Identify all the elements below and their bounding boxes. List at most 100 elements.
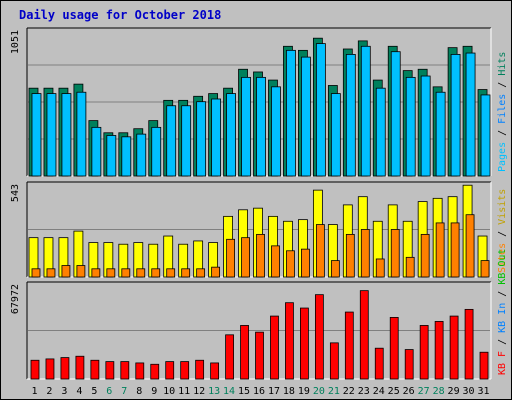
sites-bar bbox=[226, 238, 235, 278]
files-bar bbox=[360, 45, 371, 177]
kbytes-bar bbox=[75, 355, 85, 380]
files-bar bbox=[46, 93, 57, 177]
files-bar bbox=[61, 93, 72, 177]
files-bar bbox=[480, 94, 491, 177]
kbytes-bar bbox=[464, 308, 474, 380]
kbytes-bar bbox=[240, 325, 249, 380]
legend-separator: / bbox=[497, 225, 508, 243]
files-bar bbox=[121, 136, 132, 177]
files-bar bbox=[301, 56, 311, 177]
kbytes-bar bbox=[105, 361, 115, 380]
sites-bar bbox=[181, 268, 191, 278]
kbytes-bar bbox=[329, 342, 339, 380]
legend-separator: / bbox=[497, 124, 508, 142]
legend-files: Files bbox=[497, 94, 508, 124]
files-bar bbox=[286, 49, 296, 177]
sites-bar bbox=[211, 266, 221, 278]
sites-bar bbox=[375, 258, 385, 278]
files-bar bbox=[315, 43, 326, 177]
x-tick-label: 1 bbox=[31, 386, 37, 397]
x-tick-label: 8 bbox=[136, 386, 142, 397]
kbytes-bar bbox=[210, 362, 220, 380]
kbytes-bar bbox=[419, 325, 429, 380]
x-tick-label: 10 bbox=[163, 386, 175, 397]
sites-bar bbox=[390, 229, 400, 278]
sites-bar bbox=[196, 268, 206, 278]
sites-bar bbox=[315, 224, 325, 278]
x-tick-label: 19 bbox=[298, 386, 310, 397]
sites-bar bbox=[61, 265, 71, 278]
files-bar bbox=[390, 51, 401, 177]
kbytes-bar bbox=[300, 307, 309, 380]
kbytes-bar bbox=[389, 317, 399, 380]
files-bar bbox=[271, 86, 281, 177]
x-tick-label: 22 bbox=[343, 386, 355, 397]
legend-separator: / bbox=[497, 333, 508, 351]
sites-bar bbox=[91, 268, 101, 278]
files-bar bbox=[106, 135, 117, 177]
files-bar bbox=[181, 105, 192, 177]
legend-kbytes-panel: KB F / KB In / KB Out bbox=[497, 249, 508, 375]
x-tick-label: 15 bbox=[238, 386, 250, 397]
files-bar bbox=[166, 105, 177, 177]
x-tick-label: 25 bbox=[388, 386, 400, 397]
sites-bar bbox=[241, 237, 250, 278]
x-tick-label: 11 bbox=[178, 386, 190, 397]
x-tick-label: 29 bbox=[448, 386, 460, 397]
legend-separator: / bbox=[497, 285, 508, 303]
x-tick-label: 14 bbox=[223, 386, 235, 397]
legend-kb-f: KB F bbox=[497, 351, 508, 375]
x-tick-label: 9 bbox=[151, 386, 157, 397]
sites-bar bbox=[76, 265, 86, 278]
kbytes-bar bbox=[180, 361, 190, 380]
files-bar bbox=[405, 76, 416, 177]
x-tick-label: 16 bbox=[253, 386, 265, 397]
files-bar bbox=[211, 98, 222, 177]
x-tick-label: 31 bbox=[477, 386, 489, 397]
legend-kb-in: KB In bbox=[497, 303, 508, 333]
x-tick-label: 28 bbox=[433, 386, 445, 397]
x-tick-label: 30 bbox=[463, 386, 475, 397]
kbytes-bar bbox=[225, 334, 234, 380]
legend-sites: Sites bbox=[497, 243, 508, 273]
files-bar bbox=[91, 126, 102, 177]
kbytes-bar bbox=[165, 361, 175, 380]
x-tick-label: 26 bbox=[403, 386, 415, 397]
x-tick-label: 20 bbox=[313, 386, 325, 397]
files-bar bbox=[241, 76, 251, 177]
sites-bar bbox=[256, 233, 265, 278]
files-bar bbox=[450, 54, 461, 177]
x-tick-label: 2 bbox=[46, 386, 52, 397]
ymax-label-kbytes: 67972 bbox=[10, 284, 21, 314]
kbytes-bar bbox=[285, 302, 294, 380]
sites-bar bbox=[31, 268, 41, 278]
files-bar bbox=[76, 91, 87, 177]
sites-bar bbox=[360, 229, 370, 278]
sites-bar bbox=[121, 268, 131, 278]
kbytes-bar bbox=[30, 359, 40, 380]
kbytes-bar bbox=[60, 357, 70, 380]
files-bar bbox=[196, 101, 207, 177]
files-bar bbox=[151, 126, 162, 177]
kbytes-bar bbox=[120, 361, 130, 380]
kbytes-bar bbox=[434, 321, 444, 380]
files-bar bbox=[31, 93, 42, 177]
kbytes-bar bbox=[314, 294, 324, 380]
x-tick-label: 24 bbox=[373, 386, 385, 397]
legend-visits: Visits bbox=[497, 189, 508, 225]
kbytes-bar bbox=[135, 362, 145, 380]
legend-kb-out: KB Out bbox=[497, 249, 508, 285]
sites-bar bbox=[405, 256, 415, 278]
kbytes-bar bbox=[449, 315, 459, 380]
kbytes-bar bbox=[150, 363, 160, 380]
ymax-label-visits: 543 bbox=[10, 184, 21, 202]
x-tick-label: 6 bbox=[106, 386, 112, 397]
x-tick-label: 4 bbox=[76, 386, 82, 397]
sites-bar bbox=[286, 250, 295, 278]
kbytes-bar bbox=[344, 311, 354, 380]
legend-hits-panel: Pages / Files / Hits bbox=[497, 52, 508, 172]
sites-bar bbox=[420, 233, 430, 278]
kbytes-bar bbox=[270, 315, 279, 380]
